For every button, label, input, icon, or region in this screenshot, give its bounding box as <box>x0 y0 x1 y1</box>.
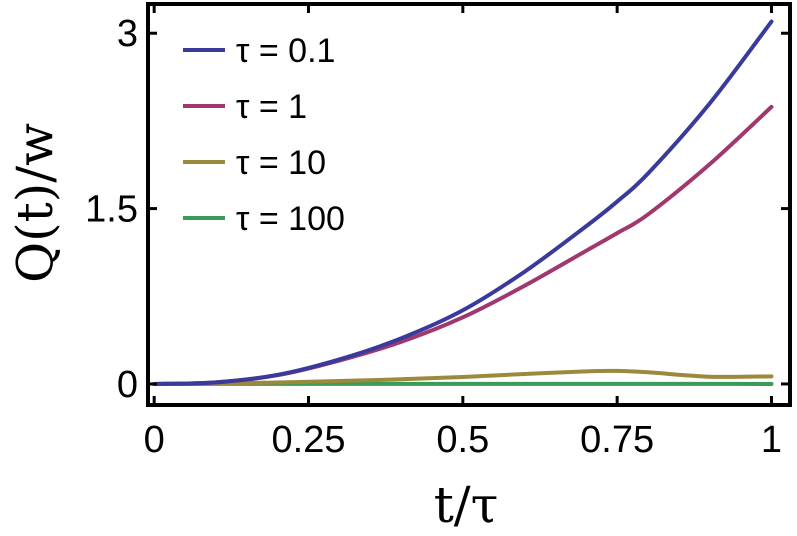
plot-frame <box>146 2 792 407</box>
axis-ticks: 0 0.25 0.5 0.75 1 0 1.5 3 <box>85 4 790 461</box>
x-tick-label: 0 <box>144 419 165 461</box>
legend-label-2: τ = 1 <box>236 88 307 126</box>
legend-label-3: τ = 10 <box>236 144 326 182</box>
x-tick-label: 0.25 <box>272 419 346 461</box>
series-line-3 <box>152 368 774 386</box>
x-axis-title: t/τ <box>434 476 499 534</box>
x-tick-label: 1 <box>761 419 782 461</box>
series-line-1 <box>152 19 774 386</box>
plot-lines <box>152 19 774 386</box>
legend-label-4: τ = 100 <box>236 200 345 238</box>
y-tick-label: 1.5 <box>85 189 138 231</box>
x-tick-label: 0.5 <box>436 419 489 461</box>
y-tick-label: 0 <box>117 364 138 406</box>
y-tick-label: 3 <box>117 13 138 55</box>
legend: τ = 0.1 τ = 1 τ = 10 τ = 100 <box>183 32 345 238</box>
legend-label-1: τ = 0.1 <box>236 32 335 70</box>
x-tick-label: 0.75 <box>580 419 654 461</box>
y-axis-title: Q(t)/w <box>6 123 64 283</box>
